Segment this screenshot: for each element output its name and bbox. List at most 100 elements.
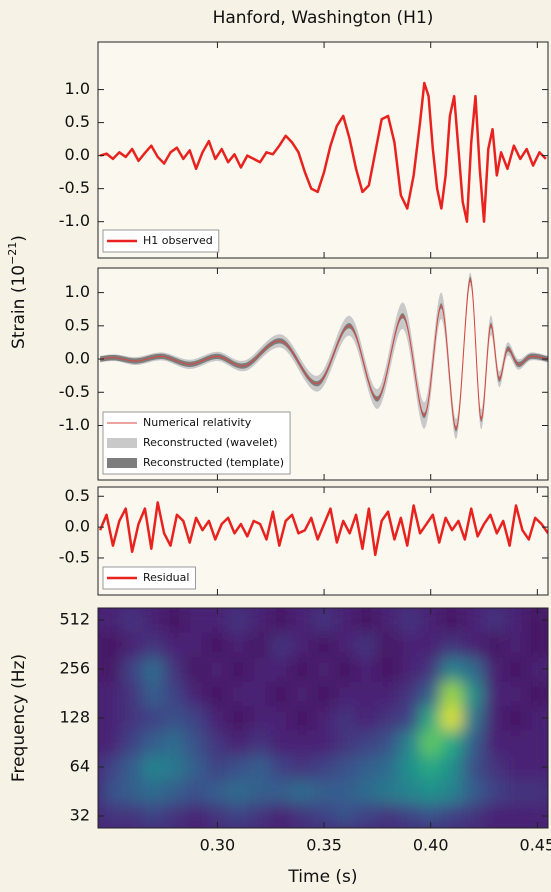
heatmap-cell — [312, 754, 336, 780]
heatmap-cell — [206, 656, 229, 682]
heatmap-cell — [355, 778, 378, 805]
y-tick-label: 64 — [70, 757, 90, 776]
heatmap-cell — [206, 754, 229, 780]
heatmap-cell — [419, 705, 442, 731]
heatmap-cell — [291, 656, 314, 682]
heatmap-cell — [355, 656, 378, 682]
y-tick-label: -1.0 — [59, 415, 90, 434]
data-line — [98, 501, 548, 557]
heatmap-cell — [504, 803, 528, 828]
legend-box — [102, 229, 220, 253]
heatmap-cell — [355, 631, 378, 658]
plot-frame — [97, 267, 549, 481]
legend-label: Reconstructed (wavelet) — [143, 436, 278, 449]
x-tick-label: 0.40 — [413, 836, 449, 855]
heatmap-cell — [291, 803, 314, 828]
heatmap-cell — [376, 729, 400, 756]
heatmap-cell — [291, 729, 314, 756]
heatmap-cell — [227, 631, 250, 658]
heatmap-cell — [312, 656, 336, 682]
heatmap-cell — [462, 778, 485, 805]
y-tick-label: 512 — [59, 610, 90, 629]
heatmap-cell — [355, 608, 378, 633]
heatmap-cell — [227, 705, 250, 731]
heatmap-cell — [163, 631, 186, 658]
y-tick-label: 256 — [59, 659, 90, 678]
heatmap-cell — [504, 631, 528, 658]
heatmap-cell — [120, 608, 144, 633]
heatmap-cell — [376, 680, 400, 707]
heatmap-cell — [312, 680, 336, 707]
heatmap-cell — [334, 631, 357, 658]
heatmap-cell — [419, 656, 442, 682]
heatmap-cell — [163, 729, 186, 756]
heatmap-cell — [142, 803, 165, 828]
heatmap-cell — [355, 705, 378, 731]
heatmap-cell — [248, 680, 272, 707]
heatmap-cell — [270, 631, 293, 658]
heatmap-cell — [99, 778, 122, 805]
heatmap-cell — [291, 680, 314, 707]
heatmap-cell — [462, 656, 485, 682]
heatmap-cell — [483, 705, 506, 731]
heatmap-cell — [291, 705, 314, 731]
heatmap-cell — [184, 778, 208, 805]
heatmap-cell — [398, 705, 421, 731]
heatmap-cell — [440, 754, 464, 780]
heatmap-cell — [419, 778, 442, 805]
heatmap-cell — [99, 608, 122, 633]
heatmap-cell — [483, 656, 506, 682]
heatmap-cell — [312, 803, 336, 828]
heatmap-cell — [440, 803, 464, 828]
heatmap-cell — [291, 778, 314, 805]
heatmap-cell — [99, 705, 122, 731]
y-tick-label: 32 — [70, 805, 90, 824]
heatmap-cell — [504, 656, 528, 682]
heatmap-cell — [206, 803, 229, 828]
heatmap-cell — [184, 705, 208, 731]
heatmap-cell — [163, 656, 186, 682]
heatmap-cell — [526, 608, 548, 633]
heatmap-cell — [398, 631, 421, 658]
x-axis-label: Time (s) — [287, 867, 357, 887]
heatmap-cell — [398, 754, 421, 780]
data-line — [99, 81, 547, 223]
heatmap-cell — [163, 754, 186, 780]
legend-label: Numerical relativity — [143, 416, 252, 429]
heatmap-cell — [227, 608, 250, 633]
heatmap-cell — [248, 631, 272, 658]
plot-area — [98, 42, 548, 258]
heatmap-cell — [270, 754, 293, 780]
heatmap-cell — [142, 778, 165, 805]
heatmap-cell — [419, 680, 442, 707]
y-tick-label: 0.0 — [65, 517, 90, 536]
heatmap-cell — [312, 608, 336, 633]
heatmap-cell — [142, 608, 165, 633]
heatmap-cell — [312, 631, 336, 658]
heatmap-cell — [184, 656, 208, 682]
heatmap-cell — [163, 705, 186, 731]
heatmap-cell — [419, 608, 442, 633]
y-tick-label: 1.0 — [65, 79, 90, 98]
legend-label: Residual — [143, 571, 189, 584]
plot-content — [98, 608, 548, 828]
heatmap-cell — [142, 729, 165, 756]
heatmap-cell — [120, 803, 144, 828]
heatmap-cell — [227, 729, 250, 756]
plot-content — [99, 81, 547, 223]
heatmap-cell — [483, 680, 506, 707]
heatmap-cell — [163, 803, 186, 828]
plot-frame — [97, 486, 549, 596]
heatmap-cell — [334, 680, 357, 707]
heatmap-cell — [184, 631, 208, 658]
y-tick-label: -0.5 — [59, 178, 90, 197]
y-tick-label: 0.5 — [65, 315, 90, 334]
heatmap-cell — [142, 680, 165, 707]
heatmap-cell — [526, 680, 548, 707]
heatmap-cell — [462, 631, 485, 658]
legend-swatch — [107, 438, 137, 448]
legend-box — [102, 566, 196, 590]
heatmap-cell — [184, 754, 208, 780]
heatmap-cell — [398, 608, 421, 633]
